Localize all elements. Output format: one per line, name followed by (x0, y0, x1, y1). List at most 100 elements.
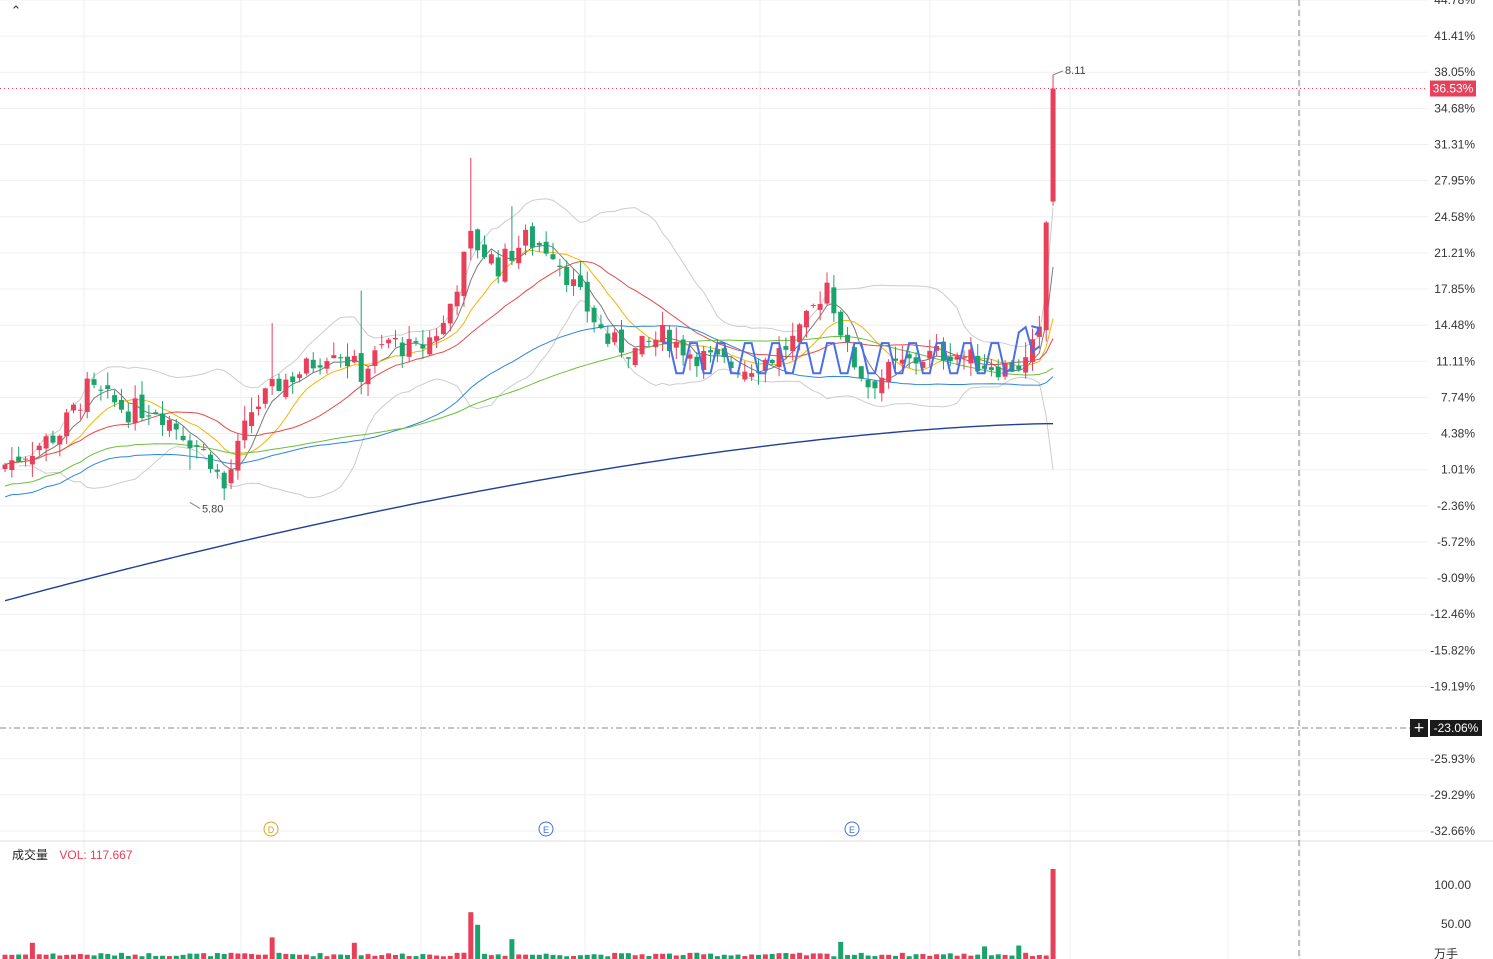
candle-body (166, 420, 172, 431)
volume-bar (454, 952, 460, 959)
volume-bar (742, 956, 748, 959)
candle-body (331, 355, 337, 359)
candle (817, 291, 823, 321)
candle-body (221, 472, 227, 489)
candle (345, 343, 350, 379)
candle-body (536, 242, 542, 246)
candle (612, 328, 618, 346)
candle (742, 361, 748, 382)
price-tick-label: 34.68% (1434, 101, 1475, 115)
ma250-line (4, 422, 1054, 602)
candle-body (666, 329, 672, 352)
volume-bar (468, 912, 474, 959)
candle (468, 157, 474, 261)
candle-body (447, 303, 453, 324)
candle-body (961, 357, 967, 359)
volume-bar (934, 954, 940, 959)
candle-body (118, 399, 124, 410)
volume-bar (817, 953, 823, 959)
candle-body (139, 394, 145, 419)
candle-body (194, 445, 200, 447)
candle-body (646, 340, 652, 342)
candle (536, 241, 542, 252)
volume-bar (50, 953, 56, 959)
volume-bar (324, 956, 330, 959)
candle-body (475, 229, 481, 251)
candle-body (879, 377, 885, 394)
volume-bar (283, 953, 289, 959)
candle-body (619, 329, 624, 353)
candle-body (132, 398, 138, 423)
candle-body (482, 244, 487, 258)
candle (810, 303, 816, 309)
candle-body (495, 257, 501, 277)
candle (516, 235, 522, 270)
candle-body (831, 287, 837, 314)
candle-body (269, 379, 275, 387)
candle (598, 314, 604, 330)
candle (434, 328, 440, 349)
volume-bar (571, 955, 577, 959)
volume-bar (687, 952, 693, 959)
candle-body (694, 356, 700, 367)
collapse-icon[interactable]: ⌃ (10, 4, 22, 19)
trend-drawing[interactable] (662, 325, 1041, 375)
candle (564, 260, 570, 293)
candle (886, 359, 892, 389)
volume-unit-label: 万手 (1434, 947, 1458, 959)
candle-body (262, 388, 268, 404)
candle (571, 268, 577, 296)
event-marker-d[interactable]: D (263, 821, 279, 837)
price-tick-label: 1.01% (1441, 463, 1475, 477)
candle (406, 326, 412, 363)
candle-body (365, 368, 371, 385)
candle (488, 250, 494, 266)
candle (324, 357, 330, 374)
volume-bar (577, 955, 583, 959)
volume-tick-label: 100.00 (1434, 878, 1471, 892)
volume-bar (831, 956, 837, 959)
candle (242, 405, 248, 449)
candle-body (1043, 222, 1049, 331)
volume-bar (1009, 955, 1015, 959)
price-tick-label: 11.11% (1436, 354, 1475, 368)
volume-bar (16, 954, 22, 959)
event-marker-e[interactable]: E (844, 821, 860, 837)
candle-body (783, 346, 789, 350)
add-crosshair-icon[interactable]: + (1410, 719, 1428, 737)
volume-bar (783, 953, 789, 959)
candle (954, 352, 960, 366)
candle (995, 359, 1001, 381)
candle (166, 415, 172, 438)
event-marker-circle (844, 821, 860, 837)
candle-body (91, 379, 97, 385)
volume-bar (2, 954, 8, 959)
volume-bar (242, 953, 248, 959)
candle (43, 433, 49, 462)
price-tick-label: -15.82% (1430, 643, 1475, 657)
volume-bar (118, 952, 124, 959)
volume-bar (43, 954, 49, 959)
candle-body (612, 332, 618, 343)
event-marker-circle (538, 821, 554, 837)
candle (50, 430, 56, 445)
candle-body (386, 339, 392, 344)
volume-bar (810, 953, 816, 959)
candle (372, 346, 378, 374)
volume-bar (523, 954, 529, 959)
candle (845, 327, 851, 353)
candle (625, 357, 631, 369)
event-marker-e[interactable]: E (538, 821, 554, 837)
volume-bar (317, 953, 323, 959)
volume-bar (194, 953, 200, 959)
candle (673, 327, 679, 360)
candle (927, 339, 933, 368)
candle-body (358, 353, 364, 382)
volume-bar (872, 956, 878, 959)
candle (543, 231, 549, 257)
candle (427, 330, 433, 357)
candle-body (920, 362, 926, 368)
candle (783, 337, 789, 360)
